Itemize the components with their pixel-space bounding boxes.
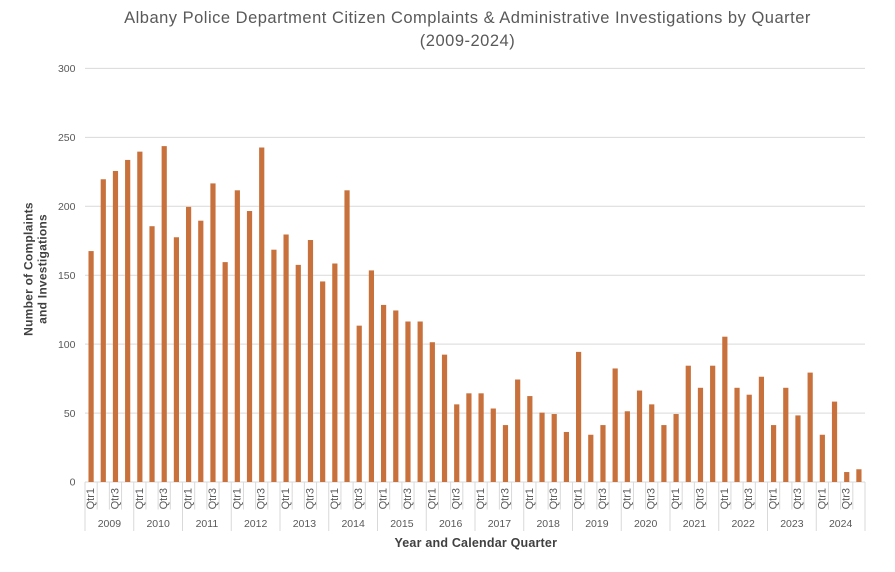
svg-text:2010: 2010	[146, 518, 170, 530]
svg-text:Qtr3: Qtr3	[304, 488, 316, 509]
svg-text:Qtr3: Qtr3	[597, 488, 609, 509]
svg-text:Qtr1: Qtr1	[621, 488, 633, 509]
svg-text:Qtr3: Qtr3	[694, 488, 706, 509]
svg-text:Qtr1: Qtr1	[134, 488, 146, 509]
svg-text:200: 200	[58, 201, 76, 213]
svg-text:Qtr3: Qtr3	[792, 488, 804, 509]
svg-text:Qtr3: Qtr3	[743, 488, 755, 509]
svg-text:Qtr3: Qtr3	[548, 488, 560, 509]
svg-text:Qtr3: Qtr3	[353, 488, 365, 509]
svg-text:150: 150	[58, 270, 76, 282]
svg-text:Qtr1: Qtr1	[280, 488, 292, 509]
svg-text:Qtr3: Qtr3	[207, 488, 219, 509]
svg-text:2016: 2016	[439, 518, 463, 530]
svg-text:2012: 2012	[244, 518, 268, 530]
svg-text:and Investigations: and Investigations	[36, 214, 50, 324]
svg-text:300: 300	[58, 63, 76, 75]
svg-text:Qtr3: Qtr3	[256, 488, 268, 509]
svg-text:250: 250	[58, 132, 76, 144]
svg-text:Qtr1: Qtr1	[524, 488, 536, 509]
svg-text:Qtr3: Qtr3	[499, 488, 511, 509]
svg-text:Qtr1: Qtr1	[426, 488, 438, 509]
svg-text:Qtr1: Qtr1	[670, 488, 682, 509]
svg-text:Qtr3: Qtr3	[841, 488, 853, 509]
svg-text:2013: 2013	[293, 518, 317, 530]
svg-text:Qtr1: Qtr1	[183, 488, 195, 509]
svg-text:2009: 2009	[98, 518, 122, 530]
svg-text:50: 50	[64, 408, 76, 420]
svg-text:Qtr3: Qtr3	[451, 488, 463, 509]
svg-text:2018: 2018	[536, 518, 560, 530]
svg-text:Albany Police Department Citiz: Albany Police Department Citizen Complai…	[124, 9, 811, 27]
svg-text:Qtr3: Qtr3	[646, 488, 658, 509]
svg-text:Qtr1: Qtr1	[475, 488, 487, 509]
svg-text:Qtr1: Qtr1	[816, 488, 828, 509]
svg-text:2017: 2017	[488, 518, 512, 530]
svg-text:Year and Calendar Quarter: Year and Calendar Quarter	[394, 536, 557, 550]
svg-text:Qtr3: Qtr3	[402, 488, 414, 509]
svg-text:2019: 2019	[585, 518, 609, 530]
svg-text:2023: 2023	[780, 518, 804, 530]
svg-text:Qtr1: Qtr1	[768, 488, 780, 509]
svg-text:2011: 2011	[196, 518, 219, 530]
svg-text:2015: 2015	[390, 518, 414, 530]
svg-text:Qtr1: Qtr1	[719, 488, 731, 509]
svg-text:(2009-2024): (2009-2024)	[420, 32, 515, 50]
svg-text:Qtr1: Qtr1	[85, 488, 97, 509]
svg-text:Number of Complaints: Number of Complaints	[22, 202, 36, 336]
svg-text:Qtr1: Qtr1	[329, 488, 341, 509]
svg-text:2021: 2021	[683, 518, 707, 530]
svg-text:100: 100	[58, 339, 76, 351]
svg-text:2022: 2022	[731, 518, 755, 530]
svg-text:Qtr3: Qtr3	[158, 488, 170, 509]
svg-text:Qtr1: Qtr1	[231, 488, 243, 509]
svg-text:Qtr3: Qtr3	[109, 488, 121, 509]
svg-text:Qtr1: Qtr1	[573, 488, 585, 509]
svg-text:0: 0	[70, 477, 76, 489]
svg-text:Qtr1: Qtr1	[378, 488, 390, 509]
svg-text:2024: 2024	[829, 518, 853, 530]
svg-text:2020: 2020	[634, 518, 658, 530]
svg-text:2014: 2014	[341, 518, 365, 530]
